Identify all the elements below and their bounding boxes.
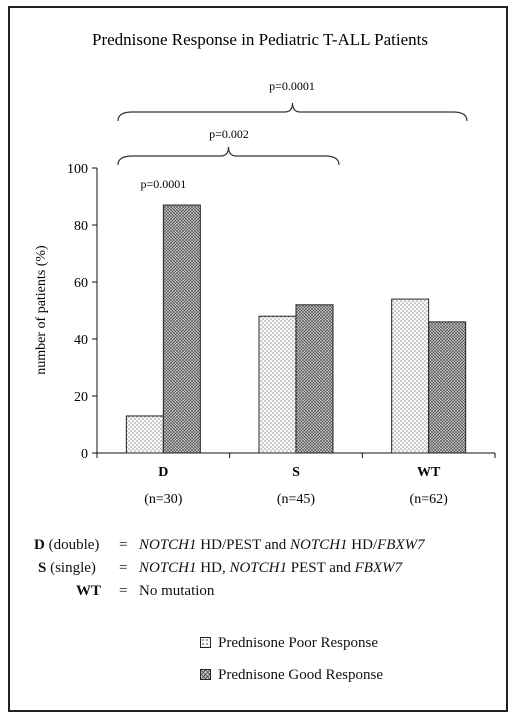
- definition-value-part: HD/PEST and: [196, 537, 291, 553]
- definition-value-part: NOTCH1: [139, 560, 197, 576]
- definition-equals: =: [119, 560, 128, 576]
- definition-value-part: NOTCH1: [229, 560, 287, 576]
- y-tick-label: 40: [74, 333, 88, 348]
- x-category-sublabel: (n=62): [410, 492, 449, 507]
- bar-s-good: [295, 304, 334, 454]
- bar-s-poor: [258, 315, 297, 454]
- legend-label: Prednisone Poor Response: [218, 635, 378, 651]
- definition-key: S (single): [38, 560, 96, 576]
- x-category-label: S: [292, 465, 300, 480]
- x-category-sublabel: (n=45): [277, 492, 316, 507]
- definition-value: NOTCH1 HD, NOTCH1 PEST and FBXW7: [139, 560, 402, 577]
- bar-chart: Prednisone Response in Pediatric T-ALL P…: [34, 30, 496, 507]
- legend-swatch: [200, 669, 211, 680]
- bracket-inner-label: p=0.002: [209, 127, 249, 141]
- definition-value-part: NOTCH1: [139, 537, 197, 553]
- bar-wt-good: [428, 321, 467, 454]
- bracket-outer-label: p=0.0001: [269, 79, 315, 93]
- legend-label: Prednisone Good Response: [218, 667, 383, 683]
- x-category-sublabel: (n=30): [144, 492, 183, 507]
- definition-value-part: PEST and: [286, 560, 355, 576]
- definition-value-part: HD/: [347, 537, 378, 553]
- definition-value: No mutation: [139, 583, 214, 600]
- y-axis-label: number of patients (%): [34, 245, 49, 375]
- x-category-label: D: [158, 465, 168, 480]
- chart-title: Prednisone Response in Pediatric T-ALL P…: [92, 30, 428, 49]
- definition-value-part: HD,: [196, 560, 230, 576]
- annotations: p=0.0001 p=0.0001 p=0.002: [117, 79, 468, 191]
- legend-item-good: Prednisone Good Response: [200, 667, 383, 684]
- bar-wt-poor: [391, 298, 430, 454]
- definition-value-part: No mutation: [139, 583, 215, 599]
- legend-item-poor: Prednisone Poor Response: [200, 635, 378, 652]
- legend-swatch: [200, 637, 211, 648]
- bar-pvalue-label: p=0.0001: [140, 177, 186, 191]
- y-tick-label: 20: [74, 390, 88, 405]
- definition-key: D (double): [34, 537, 100, 553]
- y-tick-label: 100: [67, 162, 88, 177]
- bars: [125, 204, 467, 454]
- definition-equals: =: [119, 583, 128, 599]
- definition-key: WT: [76, 583, 102, 599]
- bar-d-good: [162, 204, 201, 454]
- definition-value: NOTCH1 HD/PEST and NOTCH1 HD/FBXW7: [139, 537, 425, 554]
- definition-value-part: NOTCH1: [290, 537, 348, 553]
- definition-value-part: FBXW7: [354, 560, 403, 576]
- y-tick-label: 80: [74, 219, 88, 234]
- x-category-label: WT: [417, 465, 441, 480]
- bracket-inner: [117, 146, 340, 166]
- definition-equals: =: [119, 537, 128, 553]
- bracket-outer: [117, 102, 468, 122]
- y-tick-label: 0: [81, 447, 88, 462]
- bar-d-poor: [125, 415, 164, 454]
- definition-value-part: FBXW7: [377, 537, 425, 553]
- y-tick-label: 60: [74, 276, 88, 291]
